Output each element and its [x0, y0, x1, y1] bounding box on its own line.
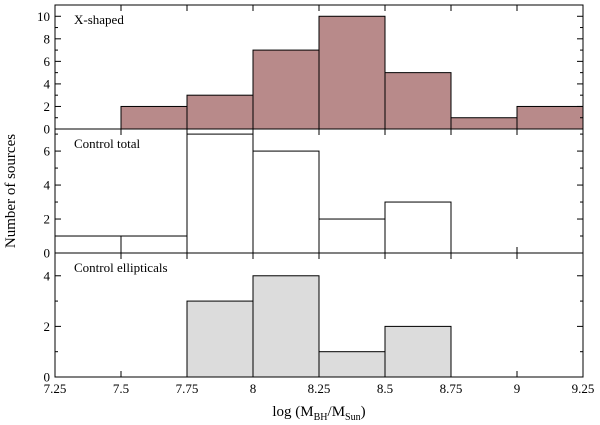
xtick-label: 8	[250, 381, 257, 396]
panel-2-ytick-label: 4	[44, 178, 51, 193]
panel-2-label: Control total	[74, 136, 140, 151]
panel-3-ytick-label: 0	[44, 370, 51, 385]
xtick-label: 9	[514, 381, 521, 396]
panel-1-ytick-label: 8	[44, 31, 51, 46]
panel-3-frame	[54, 252, 584, 378]
panel-1-ytick-label: 6	[44, 54, 51, 69]
x-axis-title: log (MBH/MSun)	[272, 404, 365, 423]
panel-1-ytick-label: 0	[44, 122, 51, 137]
panel-3-bar-5	[318, 351, 386, 378]
panel-2-ytick-label: 6	[44, 144, 51, 159]
panel-3-ytick-label: 4	[44, 268, 51, 283]
xtick-label: 8.5	[377, 381, 393, 396]
panel-1-bar-2	[120, 105, 188, 130]
panel-2-bar-5	[318, 218, 386, 254]
x-axis-title-subscript: Sun	[345, 412, 361, 423]
panel-3-bar-4	[252, 275, 320, 378]
panel-1-bar-6	[384, 72, 452, 130]
panel-3-bar-6	[384, 325, 452, 378]
panel-3-bar-3	[186, 300, 254, 378]
xtick-label: 7.5	[113, 381, 129, 396]
panel-2-ytick-label: 0	[44, 246, 51, 261]
xtick-label: 7.75	[176, 381, 199, 396]
y-axis-title: Number of sources	[3, 134, 19, 248]
panel-3-label: Control ellipticals	[74, 260, 168, 275]
panel-1-ytick-label: 4	[44, 76, 51, 91]
x-axis-title-part: log (M	[272, 404, 313, 420]
panel-2-bar-2	[120, 235, 188, 254]
x-axis-title-subscript: BH	[314, 412, 328, 423]
xtick-label: 9.25	[572, 381, 595, 396]
x-axis-title-part: /M	[328, 404, 346, 420]
panel-1-ytick-label: 2	[44, 99, 51, 114]
panel-1-bar-3	[186, 94, 254, 130]
panel-3-ytick-label: 2	[44, 319, 51, 334]
xtick-label: 8.75	[440, 381, 463, 396]
panel-2-bar-1	[54, 235, 122, 254]
panel-2-bar-6	[384, 201, 452, 254]
x-axis-title-part: )	[361, 404, 366, 420]
panel-1-label: X-shaped	[74, 12, 124, 27]
panel-2-bar-4	[252, 150, 320, 254]
xtick-label: 7.25	[44, 381, 67, 396]
panel-2-bar-3	[186, 133, 254, 254]
panel-1-ytick-label: 10	[37, 9, 50, 24]
panel-1-bar-7	[450, 117, 518, 130]
panel-1-bar-4	[252, 49, 320, 130]
xtick-label: 8.25	[308, 381, 331, 396]
panel-1-bar-8	[516, 105, 584, 130]
panel-1-bar-5	[318, 15, 386, 130]
panel-2-ytick-label: 2	[44, 212, 51, 227]
